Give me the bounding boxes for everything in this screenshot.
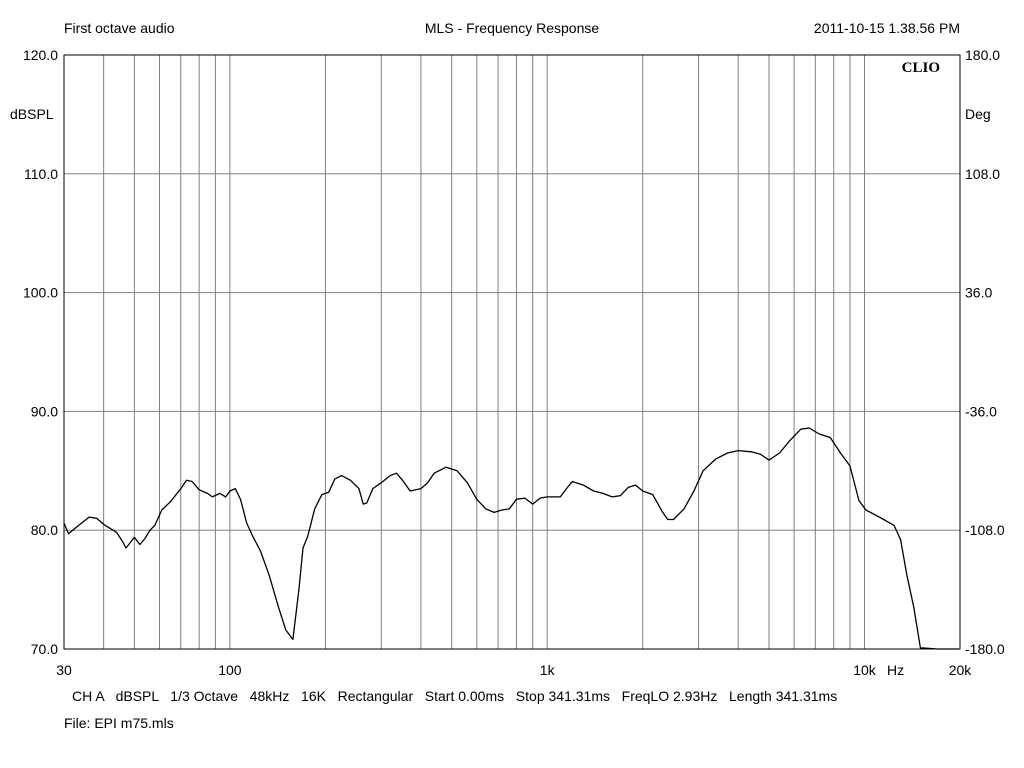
plot-series xyxy=(63,427,959,650)
x-axis-unit-label: Hz xyxy=(887,662,904,678)
y2-tick-label: -36.0 xyxy=(965,403,997,419)
chart-grid xyxy=(64,55,960,649)
clio-brand-label: CLIO xyxy=(902,60,940,76)
x-tick-label: 10k xyxy=(853,662,877,678)
chart-title: MLS - Frequency Response xyxy=(425,20,600,36)
y2-tick-label: 180.0 xyxy=(965,47,1000,63)
file-name: File: EPI m75.mls xyxy=(64,715,174,731)
x-tick-label: 20k xyxy=(949,662,973,678)
x-tick-label: 1k xyxy=(540,662,556,678)
header-left-text: First octave audio xyxy=(64,20,175,36)
y-axis-label: dBSPL xyxy=(10,106,54,122)
y2-tick-label: 36.0 xyxy=(965,285,992,301)
y-tick-label: 120.0 xyxy=(23,47,58,63)
y2-tick-label: -108.0 xyxy=(965,522,1005,538)
y-tick-label: 110.0 xyxy=(24,166,58,182)
y2-tick-label: -180.0 xyxy=(965,641,1005,657)
y-tick-label: 80.0 xyxy=(31,522,58,538)
y2-tick-labels: 180.0 108.0 36.0 -36.0 -108.0 -180.0 xyxy=(965,47,1005,657)
header-timestamp: 2011-10-15 1.38.56 PM xyxy=(814,20,960,36)
x-tick-label: 30 xyxy=(56,662,72,678)
y-tick-label: 100.0 xyxy=(23,285,58,301)
x-tick-label: 100 xyxy=(218,662,242,678)
measurement-settings: CH A dBSPL 1/3 Octave 48kHz 16K Rectangu… xyxy=(72,688,838,704)
plot-frame xyxy=(63,54,961,650)
y-tick-label: 70.0 xyxy=(31,641,58,657)
y2-axis-label: Deg xyxy=(965,106,991,122)
x-tick-labels: 30 100 1k 10k 20k xyxy=(56,662,972,678)
spl-response-line xyxy=(63,427,959,650)
y-tick-label: 90.0 xyxy=(31,403,58,419)
y2-tick-label: 108.0 xyxy=(965,166,1000,182)
y-tick-labels: 120.0 110.0 100.0 90.0 80.0 70.0 xyxy=(23,47,58,657)
